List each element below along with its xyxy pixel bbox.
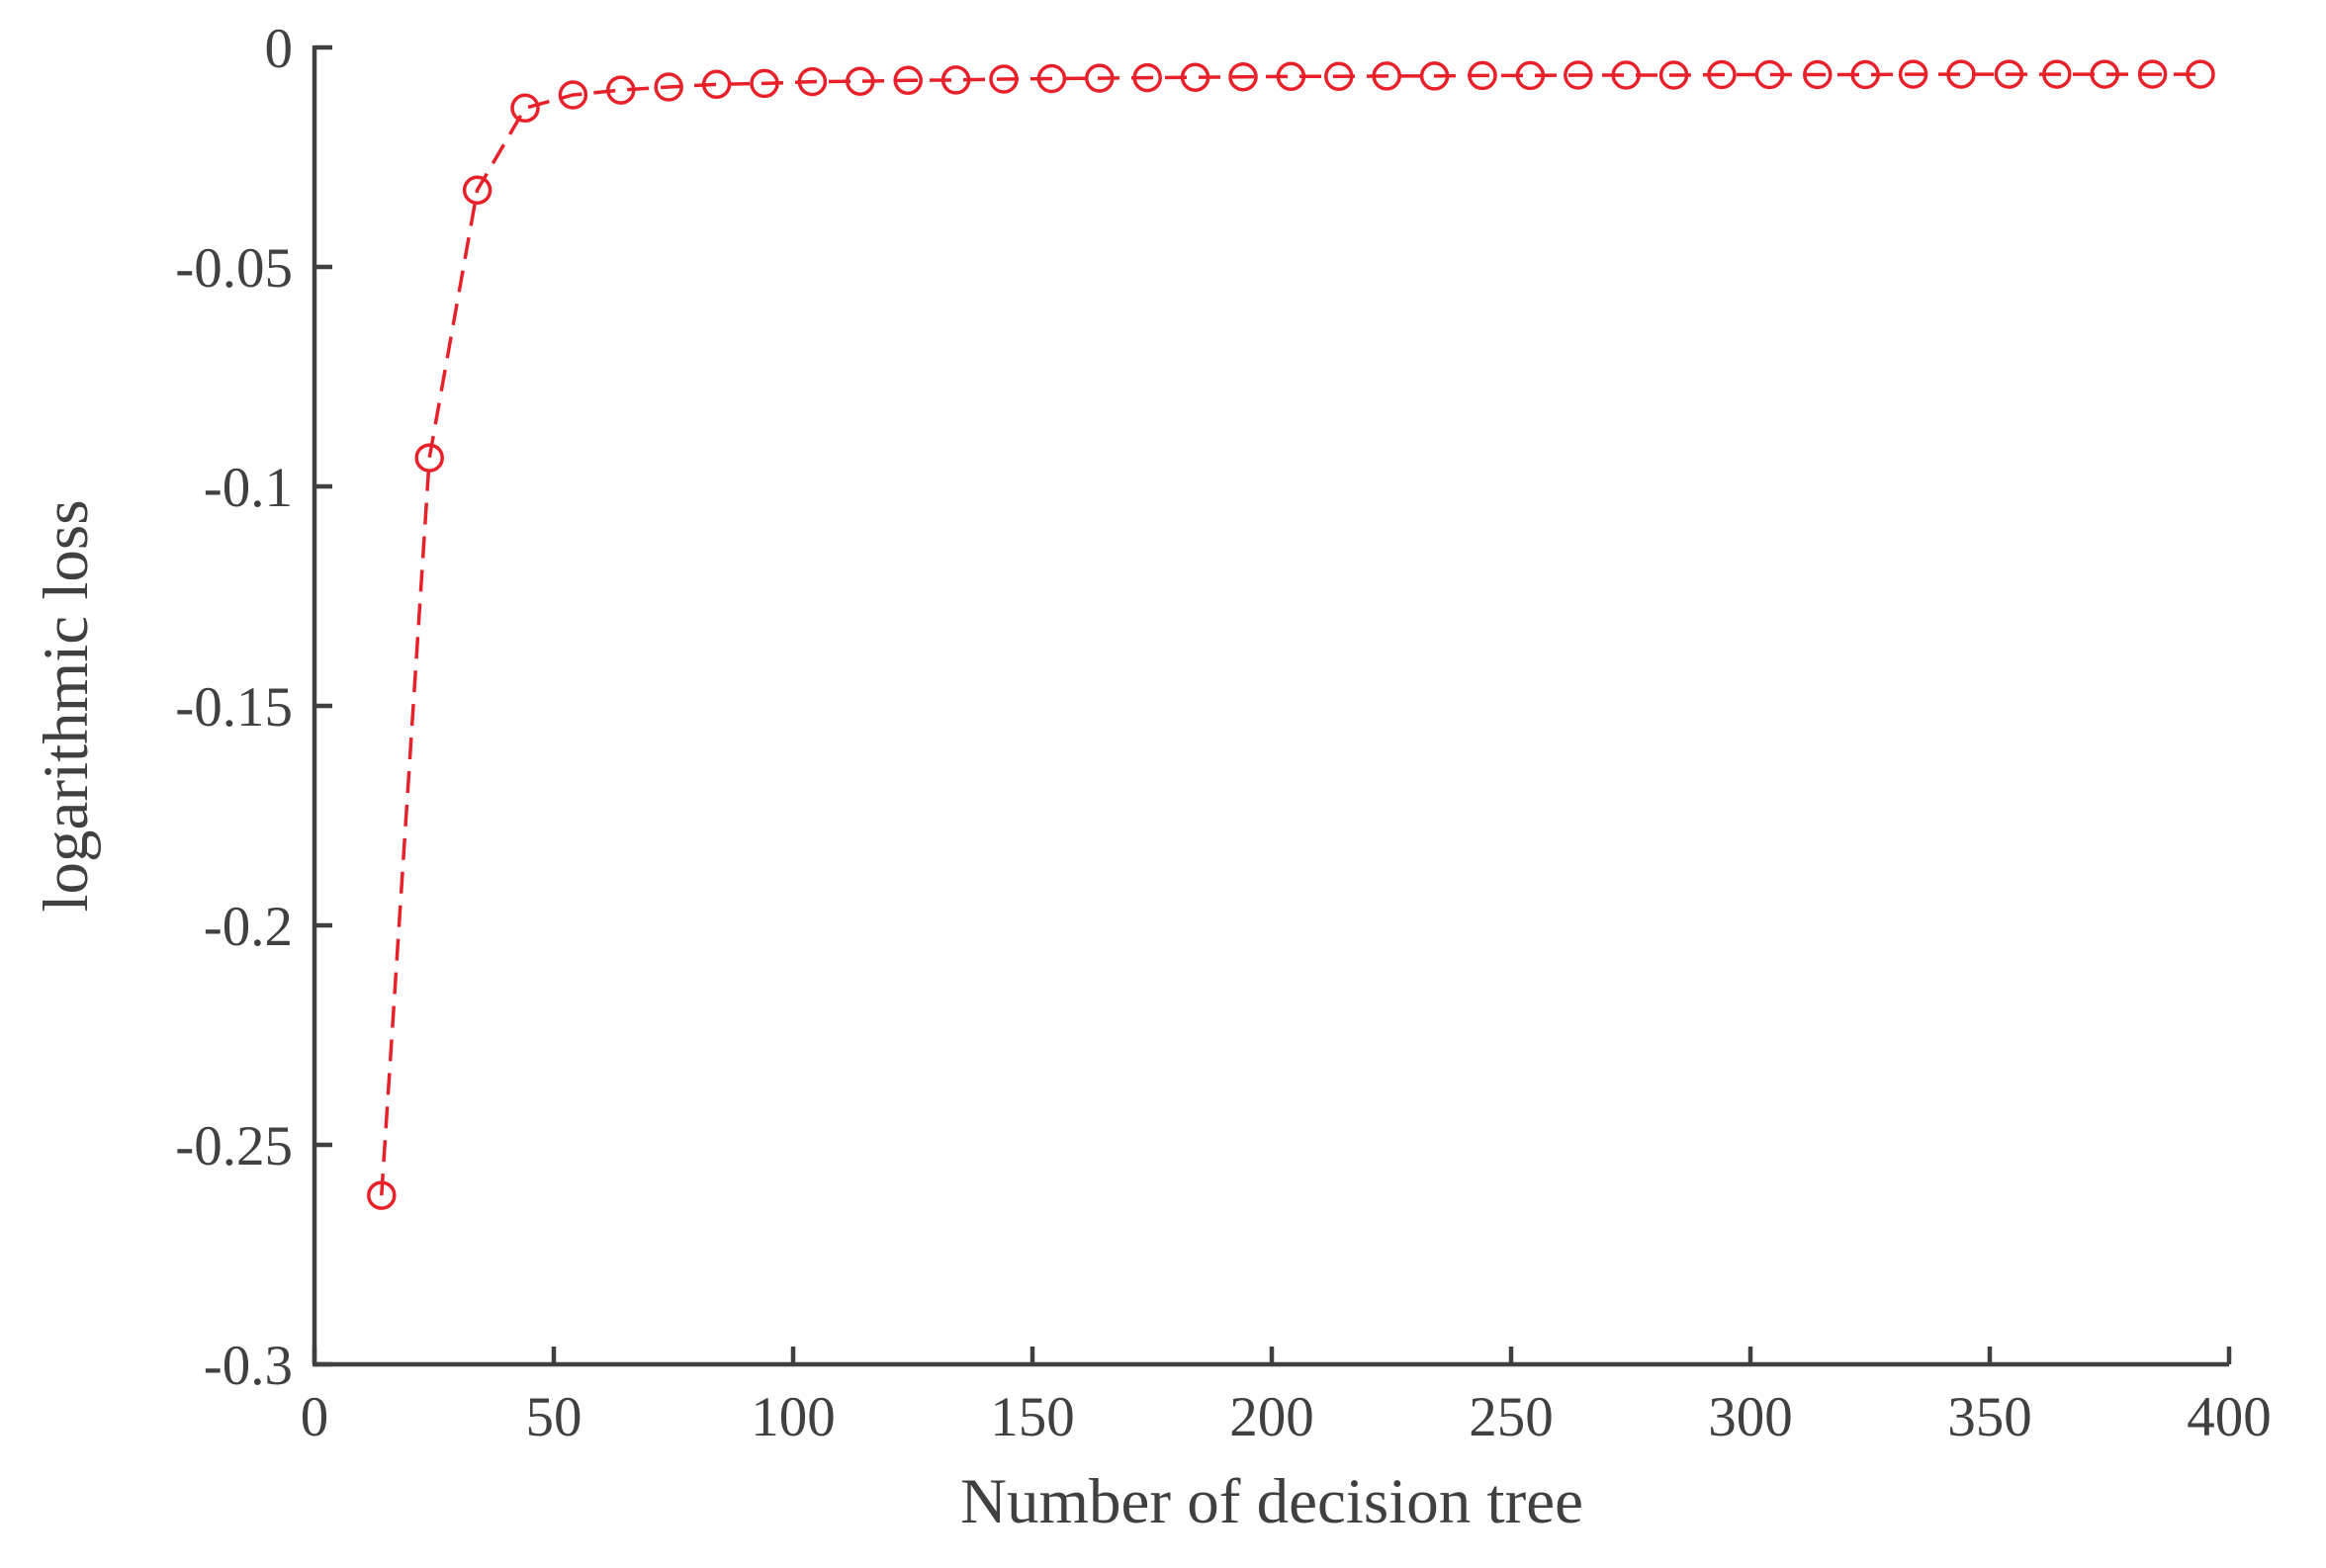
x-tick-label: 150: [990, 1386, 1075, 1448]
data-point-marker: [1276, 61, 1306, 92]
series-layer: [367, 59, 2215, 1210]
y-tick-label: -0.2: [204, 896, 293, 958]
data-point-marker: [1564, 60, 1593, 90]
data-point-marker: [654, 72, 683, 102]
data-point-marker: [1180, 62, 1210, 92]
y-tick-label: -0.05: [175, 237, 293, 300]
data-point-marker: [367, 1180, 397, 1210]
data-point-marker: [2042, 59, 2072, 89]
y-tick-label: -0.25: [175, 1115, 293, 1177]
data-point-marker: [1850, 59, 1880, 90]
data-point-marker: [1324, 61, 1354, 92]
data-point-marker: [989, 64, 1019, 94]
ticks-layer: 0 50 100 150 200 250 300 350 400 0 -0.05 -0.1 -0.15 -…: [175, 18, 2271, 1448]
data-point-marker: [1946, 59, 1976, 89]
data-point-marker: [750, 68, 779, 99]
data-point-marker: [462, 175, 492, 206]
y-axis-title: logarithmic loss: [31, 499, 102, 912]
x-tick-label: 200: [1229, 1386, 1314, 1448]
data-point-marker: [2137, 59, 2168, 89]
data-point-marker: [1754, 59, 1785, 90]
data-point-marker: [1898, 59, 1928, 89]
y-tick-label: -0.15: [175, 676, 293, 739]
x-tick-label: 250: [1469, 1386, 1554, 1448]
data-point-marker: [2090, 59, 2119, 89]
data-point-marker: [1658, 60, 1689, 90]
data-point-marker: [1085, 63, 1115, 93]
x-tick-label: 300: [1708, 1386, 1793, 1448]
data-point-marker: [558, 80, 588, 110]
x-tick-label: 350: [1947, 1386, 2032, 1448]
data-point-marker: [2186, 59, 2215, 89]
x-tick-label: 0: [301, 1386, 329, 1448]
data-point-marker: [606, 75, 636, 105]
data-point-marker: [510, 93, 540, 124]
data-point-marker: [701, 69, 732, 100]
x-axis-title: Number of decision tree: [960, 1466, 1583, 1537]
data-point-marker: [1372, 61, 1401, 91]
data-point-marker: [1515, 60, 1546, 91]
data-point-marker: [1228, 61, 1258, 92]
x-tick-label: 100: [751, 1386, 836, 1448]
data-point-marker: [1419, 61, 1450, 91]
y-tick-label: -0.1: [204, 457, 293, 519]
y-tick-label: 0: [265, 18, 294, 80]
data-point-marker: [1611, 60, 1641, 90]
x-tick-label: 50: [526, 1386, 582, 1448]
data-point-marker: [797, 66, 828, 97]
axes-layer: [312, 45, 2229, 1367]
x-tick-label: 400: [2187, 1386, 2272, 1448]
data-point-marker: [414, 443, 444, 473]
data-point-marker: [1468, 60, 1497, 91]
data-point-marker: [893, 65, 923, 96]
series-line: [380, 72, 2200, 1196]
y-tick-label: -0.3: [204, 1335, 293, 1397]
data-point-marker: [1132, 62, 1162, 93]
data-point-marker: [1036, 63, 1067, 94]
data-point-marker: [1803, 59, 1833, 90]
data-point-marker: [1707, 59, 1737, 90]
data-point-marker: [846, 66, 875, 96]
data-point-marker: [940, 65, 971, 95]
data-point-marker: [1994, 59, 2024, 89]
